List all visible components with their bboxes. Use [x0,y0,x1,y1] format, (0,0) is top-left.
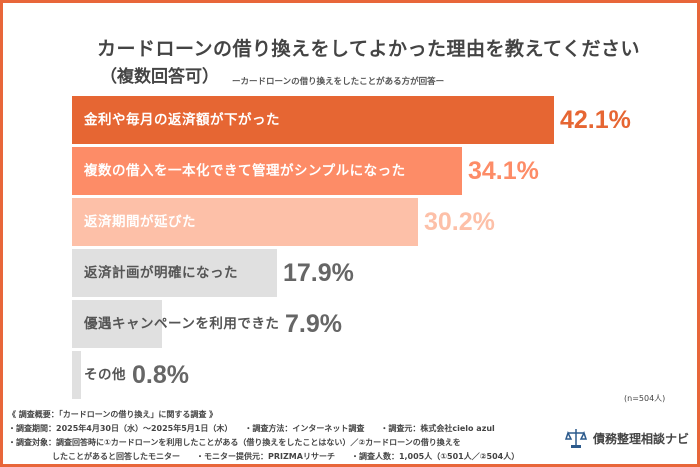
bar-row: 優遇キャンペーンを利用できた 7.9% [72,300,672,348]
bar [72,249,277,297]
footer-target: ・調査対象：調査回答時に①カードローンを利用したことがある（借り換えをしたことは… [8,438,461,447]
bar-row: 返済計画が明確になった 17.9% [72,249,672,297]
category-label: 優遇キャンペーンを利用できた [84,316,280,332]
category-label: 返済計画が明確になった [84,265,238,281]
bar [72,147,463,195]
logo-text: 債務整理相談ナビ [593,431,690,446]
value-label: 42.1% [560,106,631,134]
sample-size: (n=504人) [624,394,666,403]
footer-overview: 《 調査概要：「カードローンの借り換え」に関する調査 》 [8,410,218,419]
value-label: 7.9% [285,310,342,338]
category-label: 金利や毎月の返済額が下がった [84,112,280,128]
scales-of-justice-icon [565,429,587,448]
value-label: 30.2% [424,208,495,236]
footer-target-cont: したことがあると回答したモニター ・モニター提供元：PRIZMAリサーチ ・調査… [52,452,520,461]
bar-row: 金利や毎月の返済額が下がった 42.1% [72,96,672,144]
footer-period: ・調査期間：2025年4月30日（水）～2025年5月1日（木） ・調査方法：イ… [8,424,495,433]
bar-row: 返済期間が延びた 30.2% [72,198,672,246]
chart-title: カードローンの借り換えをしてよかった理由を教えてください [97,38,640,60]
value-label: 0.8% [132,361,189,389]
bar [72,198,418,246]
bar [72,300,163,348]
value-label: 34.1% [468,157,539,185]
value-label: 17.9% [283,259,354,287]
bar [72,351,82,399]
category-label: その他 [84,367,126,383]
category-label: 複数の借入を一本化できて管理がシンプルになった [84,163,406,179]
category-label: 返済期間が延びた [84,214,196,230]
bar [72,96,554,144]
bar-row: 複数の借入を一本化できて管理がシンプルになった 34.1% [72,147,672,195]
logo: 債務整理相談ナビ [565,427,689,449]
bar-row: その他 0.8% [72,351,672,399]
chart-title-note: （複数回答可） [100,67,219,87]
chart-subtitle: ーカードローンの借り換えをしたことがある方が回答ー [232,77,445,87]
